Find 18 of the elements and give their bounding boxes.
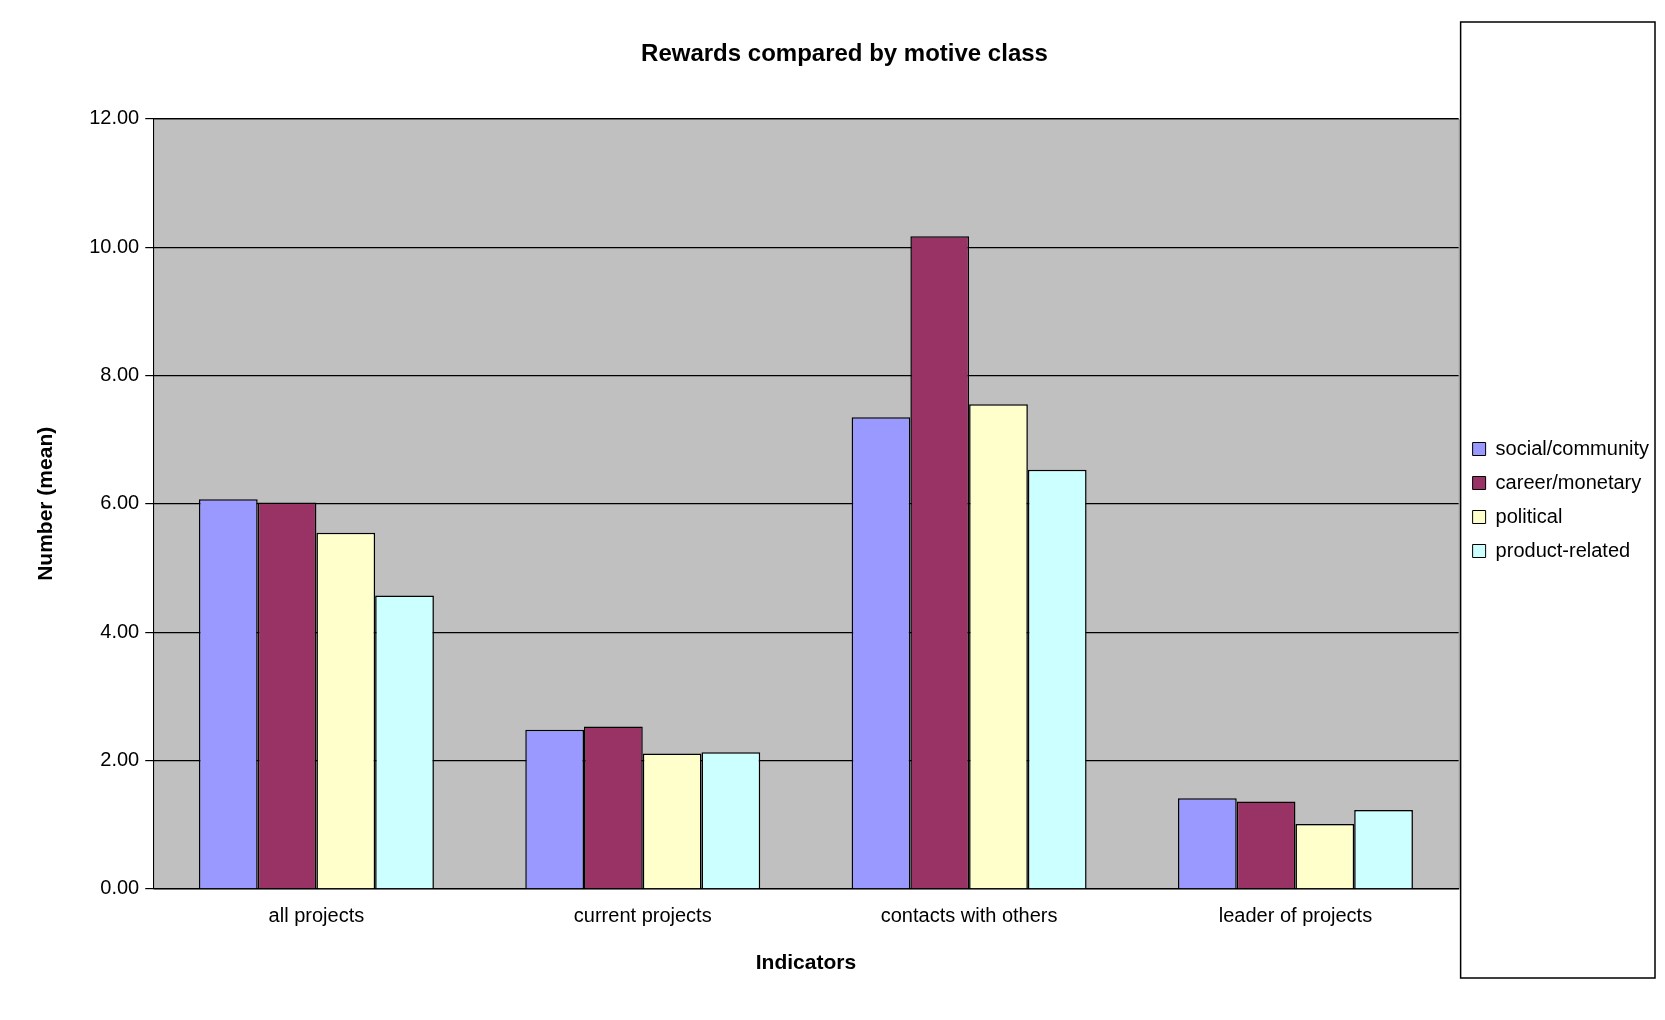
y-tick-label: 0.00 (100, 876, 140, 899)
x-axis-title: Indicators (755, 950, 857, 974)
legend-label: political (1495, 504, 1563, 527)
y-tick-label: 8.00 (100, 362, 140, 385)
y-tick-label: 10.00 (89, 234, 140, 257)
x-tick-label: leader of projects (1218, 904, 1373, 927)
legend-label: career/monetary (1495, 470, 1642, 493)
x-tick-label: all projects (268, 904, 365, 927)
y-tick-label: 4.00 (100, 619, 140, 642)
y-tick-label: 2.00 (100, 747, 140, 770)
x-tick-label: contacts with others (880, 904, 1058, 927)
y-axis-title: Number (mean) (33, 426, 57, 581)
legend-label: product-related (1495, 538, 1631, 561)
y-tick-label: 12.00 (89, 106, 140, 129)
chart-title: Rewards compared by motive class (641, 39, 1048, 67)
x-tick-label: current projects (573, 904, 712, 927)
y-tick-label: 6.00 (100, 491, 140, 514)
legend-label: social/community (1495, 436, 1650, 459)
